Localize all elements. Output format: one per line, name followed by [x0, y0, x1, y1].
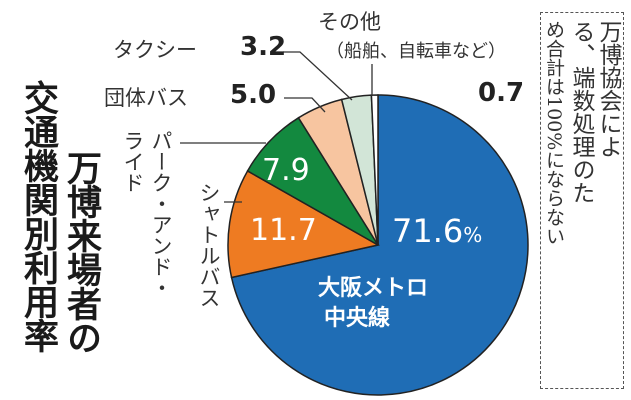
- label-other: その他: [318, 10, 381, 34]
- note-line-2: る、端数処理のた: [568, 20, 594, 204]
- chart-title-line-2: 交通機関別利用率: [18, 80, 58, 352]
- note-line-1: 万博協会によ: [595, 20, 621, 158]
- value-taxi: 3.2: [240, 32, 287, 62]
- label-other-detail: （船舶、自転車など）: [326, 41, 506, 62]
- note-line-3: め合計は100%にならない: [543, 20, 565, 246]
- label-park-and-ride-2: ライド: [121, 130, 145, 193]
- note-line-4-text: ない: [543, 207, 565, 246]
- leader-lines: [180, 51, 373, 203]
- label-taxi: タクシー: [113, 38, 197, 62]
- value-group-bus: 5.0: [230, 80, 277, 110]
- pie-slice-1: [227, 169, 381, 279]
- note-line-3-text: め合計は100%になら: [543, 20, 565, 208]
- leader-bus: [284, 97, 326, 113]
- label-metro-1: 大阪メトロ: [318, 276, 429, 301]
- chart-title-line-1: 万博来場者の: [61, 150, 101, 354]
- value-metro-unit: %: [463, 223, 483, 247]
- value-metro: 71.6%: [392, 212, 482, 250]
- note-box: [540, 12, 624, 389]
- leader-taxi: [283, 51, 353, 101]
- value-metro-number: 71.6: [392, 212, 464, 250]
- value-shuttle-bus: 11.7: [250, 213, 317, 248]
- value-other: 0.7: [478, 78, 525, 108]
- label-park-and-ride-1: パーク・アンド・: [149, 130, 173, 298]
- label-shuttle-bus: シャトルバス: [197, 182, 221, 308]
- label-group-bus: 団体バス: [104, 86, 188, 110]
- label-metro-2: 中央線: [324, 306, 391, 331]
- value-park-and-ride: 7.9: [262, 153, 310, 188]
- pie-slice-0: [230, 94, 529, 396]
